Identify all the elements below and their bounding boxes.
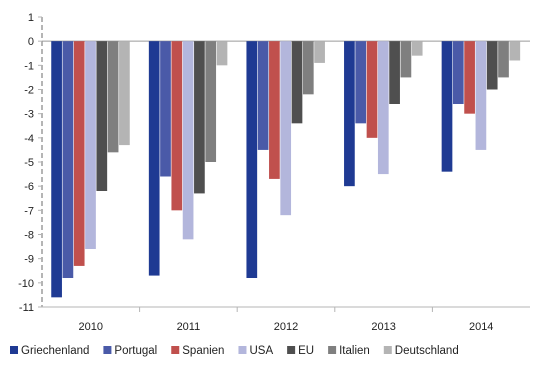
y-tick-label: 0 xyxy=(28,36,34,48)
bar-portugal-2014 xyxy=(452,41,464,104)
bar-italien-2013 xyxy=(400,41,412,78)
y-tick-label: -4 xyxy=(24,133,34,145)
bar-usa-2011 xyxy=(182,41,194,240)
y-tick-label: -3 xyxy=(24,109,34,121)
bar-deutschland-2014 xyxy=(509,41,521,61)
legend-label-italien: Italien xyxy=(339,345,370,357)
y-tick-label: -10 xyxy=(18,278,34,290)
legend-swatch-deutschland xyxy=(383,346,392,354)
y-tick-label: -9 xyxy=(24,254,34,266)
bar-spanien-2011 xyxy=(171,41,183,211)
bar-spanien-2014 xyxy=(464,41,475,114)
y-tick-label: -6 xyxy=(24,181,34,193)
bar-italien-2010 xyxy=(107,41,119,153)
bar-portugal-2012 xyxy=(257,41,269,150)
x-tick-label: 2011 xyxy=(177,321,201,333)
bar-italien-2014 xyxy=(498,41,509,78)
bar-usa-2010 xyxy=(85,41,96,249)
bar-portugal-2010 xyxy=(62,41,74,278)
bar-eu-2011 xyxy=(194,41,205,194)
legend-label-deutschland: Deutschland xyxy=(395,345,459,357)
y-tick-label: -2 xyxy=(24,85,34,97)
y-tick-label: -11 xyxy=(19,302,34,314)
x-tick-label: 2010 xyxy=(79,321,103,333)
bar-usa-2012 xyxy=(280,41,292,216)
bar-deutschland-2010 xyxy=(119,41,130,146)
legend-label-griechenland: Griechenland xyxy=(21,345,89,357)
x-tick-label: 2013 xyxy=(371,321,395,333)
legend-label-usa: USA xyxy=(249,345,273,357)
bar-usa-2014 xyxy=(475,41,487,150)
bar-griechenland-2013 xyxy=(344,41,355,187)
bar-eu-2014 xyxy=(486,41,498,90)
bar-usa-2013 xyxy=(377,41,389,175)
legend-label-portugal: Portugal xyxy=(114,345,157,357)
bar-deutschland-2013 xyxy=(411,41,423,56)
bar-eu-2013 xyxy=(389,41,400,104)
bar-eu-2012 xyxy=(291,41,303,124)
legend-label-eu: EU xyxy=(298,345,314,357)
bar-eu-2010 xyxy=(96,41,108,191)
x-tick-label: 2014 xyxy=(469,321,493,333)
bar-portugal-2013 xyxy=(355,41,367,124)
legend-swatch-griechenland xyxy=(10,346,18,354)
y-tick-label: 1 xyxy=(28,12,34,24)
legend-swatch-portugal xyxy=(103,346,112,354)
bar-griechenland-2010 xyxy=(51,41,62,298)
legend-label-spanien: Spanien xyxy=(182,345,224,357)
bar-spanien-2010 xyxy=(73,41,85,266)
bar-spanien-2013 xyxy=(366,41,378,138)
bar-deutschland-2011 xyxy=(216,41,228,66)
bar-griechenland-2012 xyxy=(246,41,258,278)
y-tick-label: -7 xyxy=(24,205,34,217)
bar-italien-2012 xyxy=(302,41,314,95)
y-tick-label: -5 xyxy=(24,157,34,169)
legend-swatch-spanien xyxy=(171,346,180,354)
bar-griechenland-2014 xyxy=(441,41,453,172)
bar-portugal-2011 xyxy=(160,41,171,177)
y-tick-label: -8 xyxy=(24,230,34,242)
bar-italien-2011 xyxy=(205,41,217,162)
legend-swatch-usa xyxy=(238,346,247,354)
bar-griechenland-2011 xyxy=(148,41,160,276)
y-tick-label: -1 xyxy=(24,60,34,72)
legend-swatch-italien xyxy=(328,346,337,354)
bar-deutschland-2012 xyxy=(314,41,325,63)
x-tick-label: 2012 xyxy=(274,321,298,333)
bar-spanien-2012 xyxy=(269,41,280,179)
legend-swatch-eu xyxy=(287,346,296,354)
